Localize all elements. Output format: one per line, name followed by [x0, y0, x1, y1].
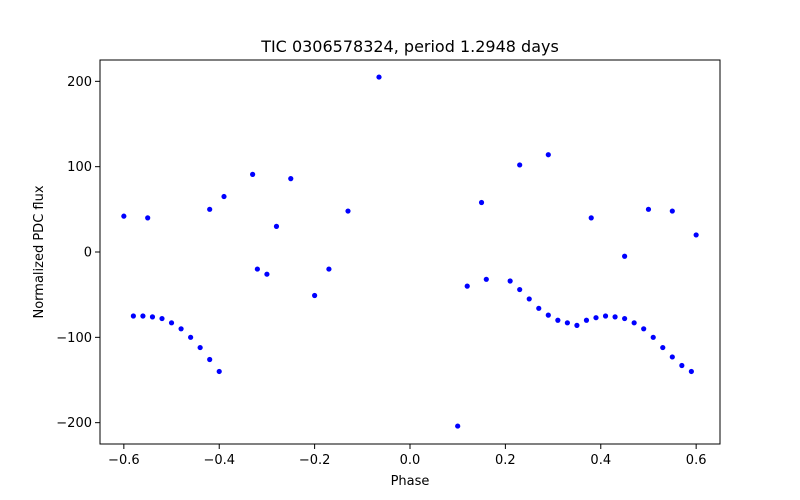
y-tick-label: −100	[56, 331, 92, 346]
data-points	[121, 74, 699, 429]
x-tick-label: 0.2	[495, 453, 516, 468]
data-point	[622, 253, 628, 259]
data-point	[693, 232, 699, 238]
data-point	[669, 208, 675, 214]
data-point	[140, 313, 146, 319]
data-point	[602, 313, 609, 319]
data-point	[517, 286, 523, 293]
x-axis-ticks: −0.6 −0.4 −0.2 0.0 0.2 0.4 0.6	[108, 444, 706, 468]
data-point	[178, 326, 184, 332]
data-point	[507, 278, 513, 284]
y-tick-label: 100	[67, 160, 92, 175]
data-point	[130, 313, 136, 319]
data-point	[478, 199, 485, 206]
data-point	[574, 322, 580, 328]
data-point	[641, 326, 647, 332]
data-point	[660, 344, 666, 351]
data-point	[207, 206, 213, 212]
y-axis-ticks: −200 −100 0 100 200	[56, 75, 100, 431]
data-point	[564, 320, 570, 326]
data-point	[288, 176, 294, 182]
data-point	[197, 344, 203, 351]
x-tick-label: 0.0	[400, 453, 421, 468]
data-point	[593, 315, 599, 321]
data-point	[221, 193, 227, 200]
data-point	[588, 215, 594, 221]
x-tick-label: −0.2	[299, 453, 331, 468]
data-point	[250, 171, 256, 177]
y-tick-label: −200	[56, 416, 92, 431]
data-point	[645, 206, 652, 212]
data-point	[622, 315, 628, 322]
y-axis-label: Normalized PDC flux	[32, 185, 47, 318]
data-point	[583, 317, 590, 323]
data-point	[254, 266, 260, 272]
data-point	[376, 74, 382, 80]
data-point	[612, 314, 618, 320]
data-point	[631, 320, 637, 326]
x-tick-label: 0.6	[686, 453, 707, 468]
data-point	[216, 368, 222, 375]
data-point	[688, 368, 694, 375]
data-point	[159, 315, 165, 322]
data-point	[149, 314, 156, 320]
data-point	[188, 334, 194, 340]
data-point	[555, 317, 561, 323]
data-point	[326, 266, 332, 272]
data-point	[455, 423, 461, 429]
data-point	[669, 354, 675, 360]
data-point	[483, 276, 489, 282]
y-tick-label: 0	[84, 246, 92, 261]
data-point	[679, 362, 685, 369]
data-point	[121, 213, 127, 219]
x-axis-label: Phase	[391, 474, 430, 489]
chart-title: TIC 0306578324, period 1.2948 days	[260, 37, 559, 56]
data-point	[145, 215, 151, 221]
x-tick-label: 0.4	[590, 453, 611, 468]
data-point	[536, 305, 542, 311]
data-point	[168, 320, 175, 326]
data-point	[207, 356, 213, 363]
data-point	[545, 312, 551, 318]
data-point	[312, 292, 318, 299]
data-point	[345, 208, 351, 214]
data-point	[264, 271, 270, 277]
data-point	[464, 283, 470, 289]
x-tick-label: −0.6	[108, 453, 140, 468]
y-tick-label: 200	[67, 75, 92, 90]
data-point	[273, 223, 280, 229]
data-point	[545, 152, 551, 158]
data-point	[517, 162, 523, 168]
data-point	[650, 334, 656, 340]
data-point	[526, 296, 532, 302]
x-tick-label: −0.4	[203, 453, 235, 468]
